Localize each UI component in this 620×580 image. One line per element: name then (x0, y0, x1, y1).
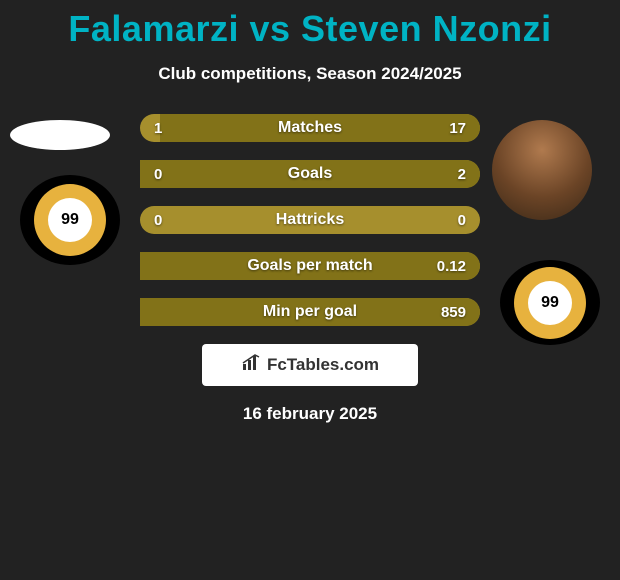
stat-label: Matches (140, 119, 480, 137)
stat-label: Hattricks (140, 211, 480, 229)
watermark: FcTables.com (202, 344, 418, 386)
stat-label: Goals per match (140, 257, 480, 275)
stat-label: Goals (140, 165, 480, 183)
stat-value-right: 17 (449, 120, 466, 137)
stat-value-right: 0.12 (437, 258, 466, 275)
stat-row: 0 Goals 2 (140, 160, 480, 188)
stat-row: 0 Hattricks 0 (140, 206, 480, 234)
subtitle: Club competitions, Season 2024/2025 (0, 64, 620, 84)
stat-row: Goals per match 0.12 (140, 252, 480, 280)
stat-value-right: 0 (458, 212, 466, 229)
watermark-text: FcTables.com (267, 355, 379, 375)
stat-row: 1 Matches 17 (140, 114, 480, 142)
stat-value-right: 2 (458, 166, 466, 183)
page-title: Falamarzi vs Steven Nzonzi (0, 0, 620, 50)
bar-chart-icon (241, 354, 261, 377)
footer-date: 16 february 2025 (0, 404, 620, 424)
stat-label: Min per goal (140, 303, 480, 321)
stat-value-right: 859 (441, 304, 466, 321)
stat-row: Min per goal 859 (140, 298, 480, 326)
stats-container: 1 Matches 17 0 Goals 2 0 Hattricks 0 Goa… (0, 114, 620, 326)
